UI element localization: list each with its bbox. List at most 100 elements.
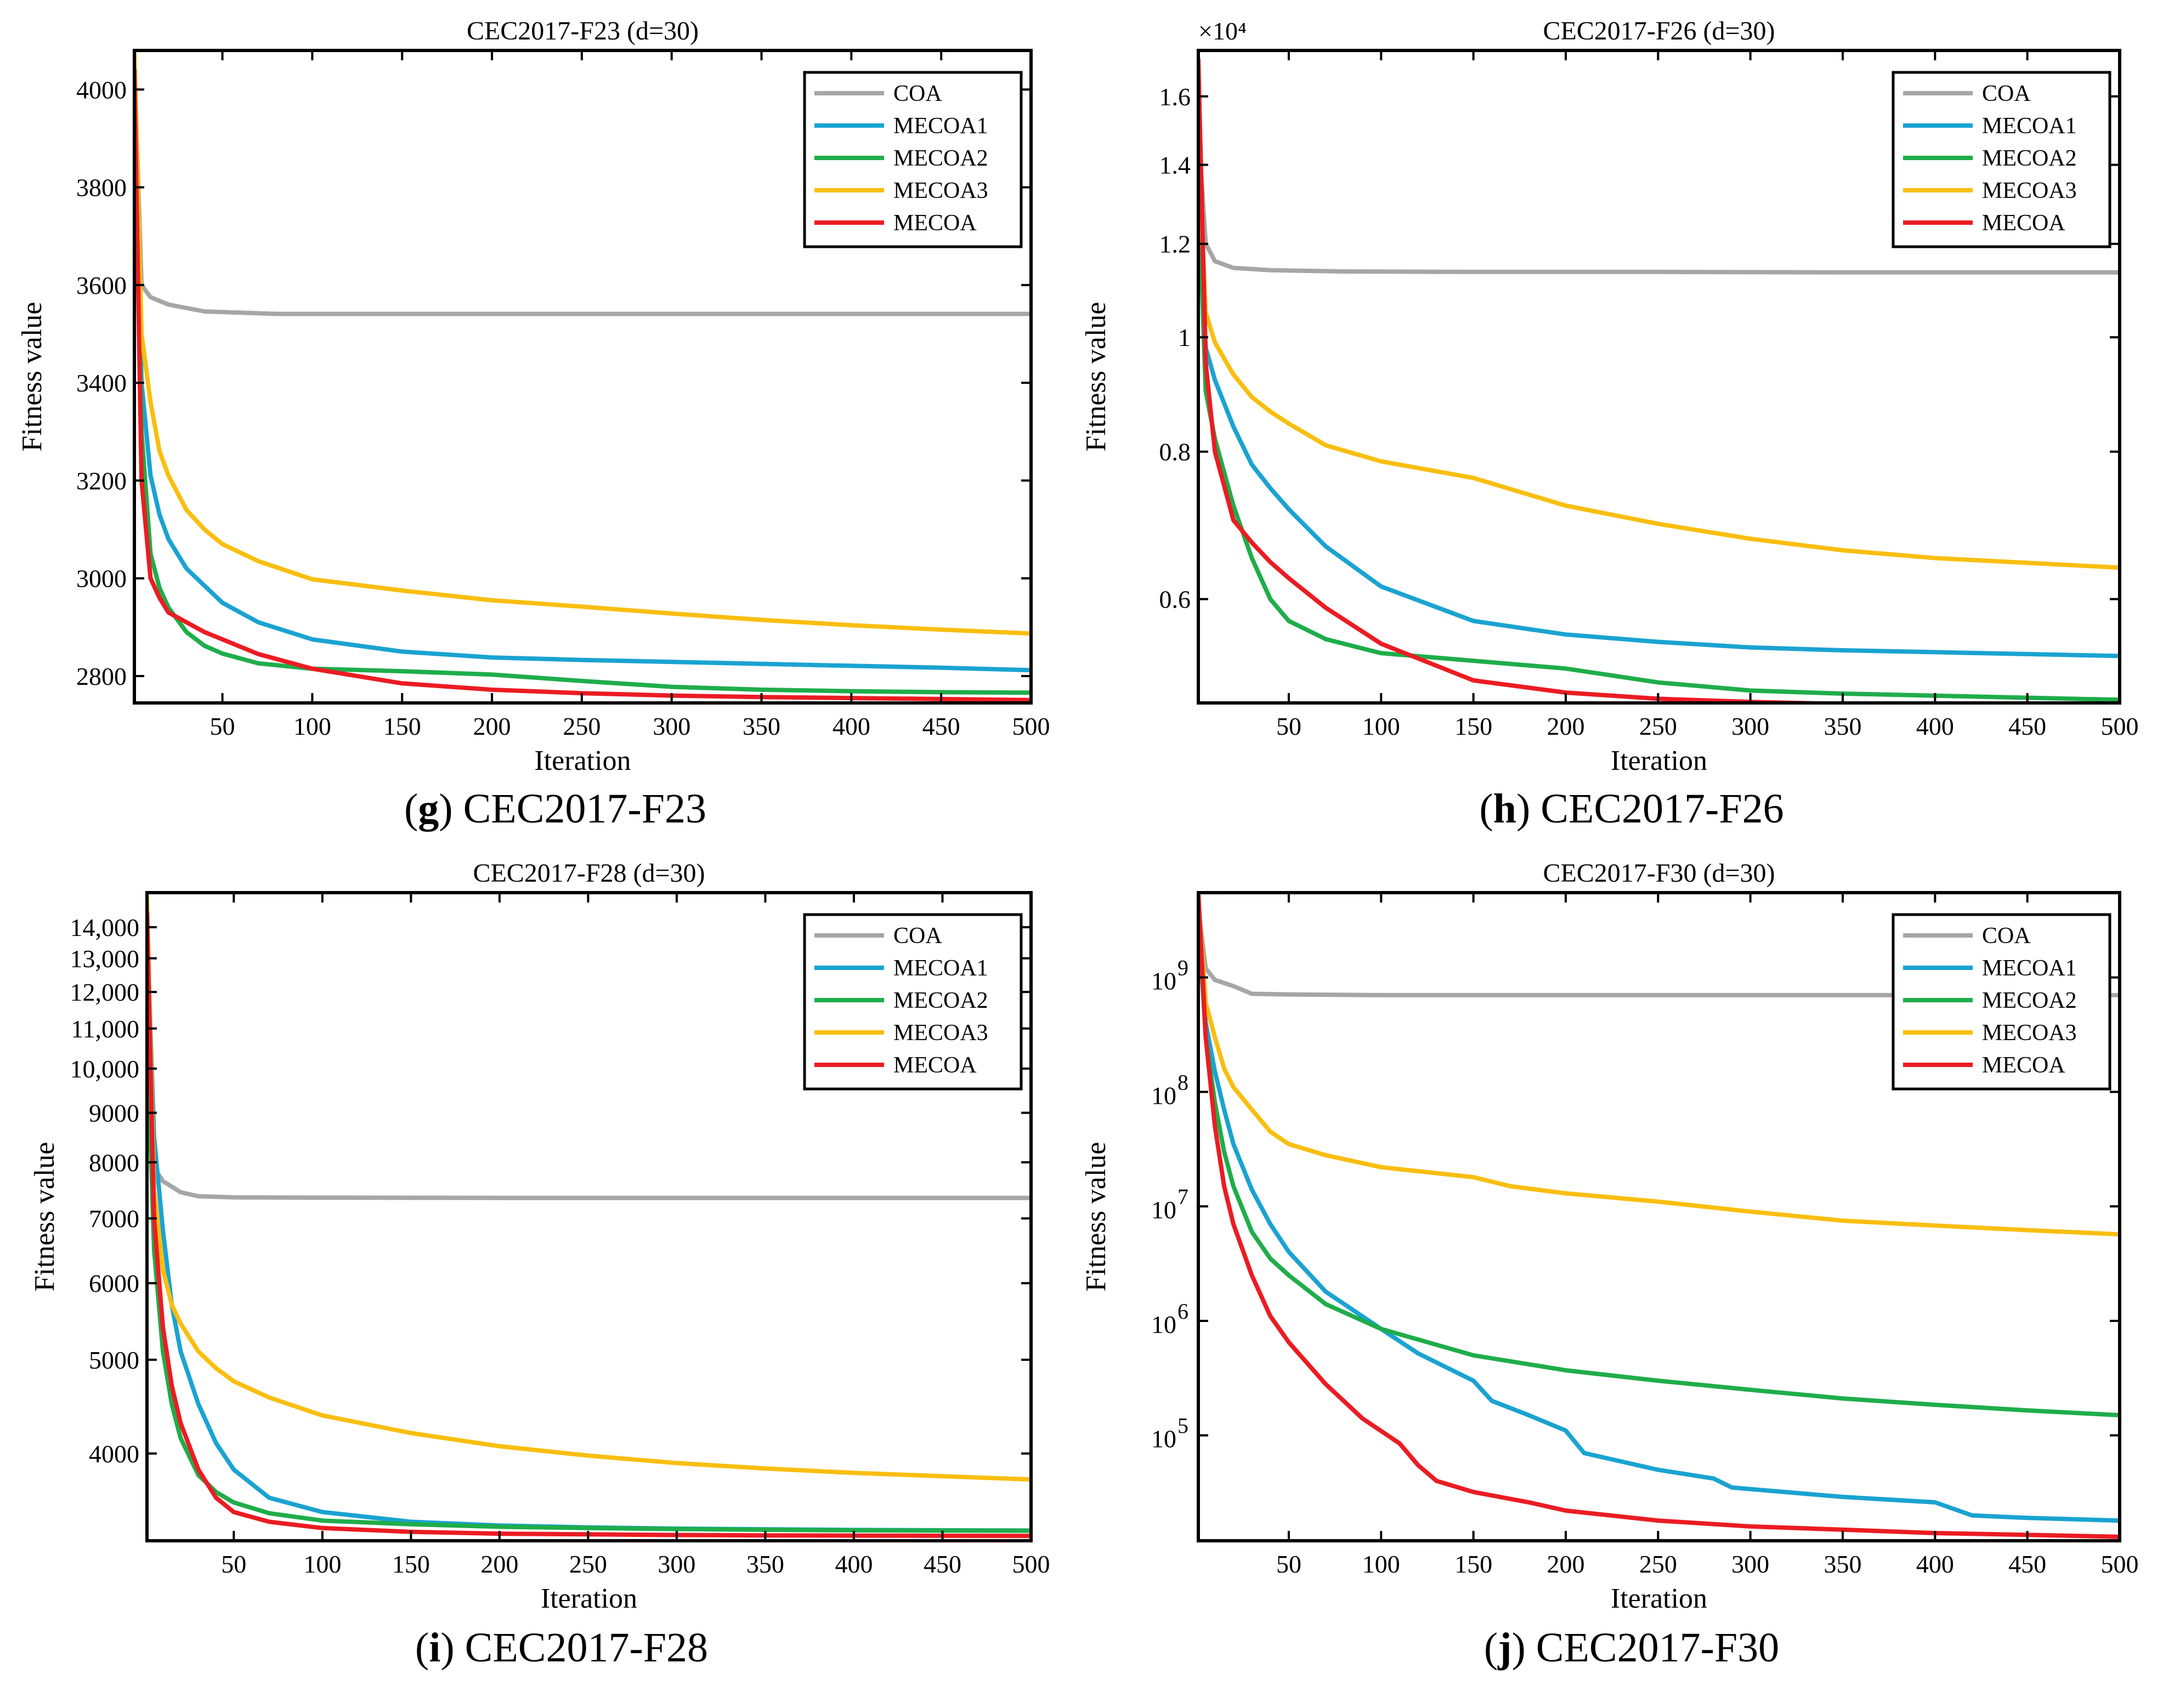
legend-label-mecoa3: MECOA3 xyxy=(1982,1020,2077,1046)
y-tick-label: 3200 xyxy=(76,467,127,495)
y-tick-exponent: 6 xyxy=(1177,1299,1188,1324)
y-tick-label: 3800 xyxy=(76,174,127,202)
x-tick-label: 350 xyxy=(1824,1550,1861,1578)
y-tick-exponent: 9 xyxy=(1177,956,1188,980)
series-line-mecoa2 xyxy=(1198,913,2120,1417)
x-tick-label: 450 xyxy=(924,1550,961,1578)
x-axis-label: Iteration xyxy=(534,745,631,776)
series-line-coa xyxy=(1198,906,2120,997)
y-tick-label: 3000 xyxy=(76,565,127,593)
x-tick-label: 350 xyxy=(746,1550,784,1578)
y-tick-label: 1 xyxy=(1178,324,1191,351)
x-tick-label: 200 xyxy=(1547,1550,1584,1578)
x-tick-label: 500 xyxy=(2101,712,2139,740)
series-line-mecoa2 xyxy=(147,1026,1031,1533)
y-tick-label: 6000 xyxy=(89,1269,139,1297)
chart-panel-3: 50 100 150 200 250 300 350 400 450 500 4000 5000 600… xyxy=(29,859,1050,1671)
chart-title: CEC2017-F23 (d=30) xyxy=(467,16,699,46)
y-tick-label: 10,000 xyxy=(70,1055,140,1083)
y-tick-exponent: 7 xyxy=(1177,1184,1188,1209)
series-line-mecoa3 xyxy=(1198,895,2120,1237)
x-tick-label: 200 xyxy=(473,712,511,740)
series-line-mecoa3 xyxy=(1198,144,2120,570)
x-tick-label: 500 xyxy=(1012,712,1050,740)
y-axis-label: Fitness value xyxy=(1080,302,1112,452)
x-tick-label: 350 xyxy=(743,712,780,740)
series-line-mecoa3 xyxy=(147,896,1031,1482)
chart-title: CEC2017-F28 (d=30) xyxy=(473,859,705,888)
legend-label-mecoa3: MECOA3 xyxy=(893,1020,988,1046)
series-line-mecoa xyxy=(1198,57,1945,703)
legend-label-coa: COA xyxy=(1982,81,2031,106)
x-tick-label: 300 xyxy=(658,1550,695,1578)
panel-caption: (i) CEC2017-F28 xyxy=(415,1625,708,1671)
series-line-mecoa xyxy=(147,910,1031,1539)
x-tick-label: 250 xyxy=(1639,1550,1677,1578)
legend: COA MECOA1 MECOA2 MECOA3 MECOA xyxy=(1892,71,2111,248)
y-tick-label: 4000 xyxy=(89,1440,139,1468)
panel-caption: (h) CEC2017-F26 xyxy=(1479,786,1783,832)
legend: COA MECOA1 MECOA2 MECOA3 MECOA xyxy=(803,71,1023,248)
chart-title: CEC2017-F26 (d=30) xyxy=(1543,16,1775,46)
x-tick-label: 300 xyxy=(653,712,690,740)
series-line-mecoa xyxy=(1198,893,2120,1539)
y-tick-exponent: 8 xyxy=(1177,1070,1188,1094)
axis-multiplier: ×10⁴ xyxy=(1198,17,1247,45)
x-tick-label: 250 xyxy=(569,1550,607,1578)
y-tick-label: 10 xyxy=(1151,1081,1176,1109)
y-axis-label: Fitness value xyxy=(16,302,48,452)
x-tick-label: 50 xyxy=(221,1550,246,1578)
x-tick-label: 100 xyxy=(1362,712,1400,740)
y-tick-label: 3400 xyxy=(76,369,127,397)
y-tick-label: 4000 xyxy=(76,76,127,104)
series-line-mecoa xyxy=(134,67,1031,702)
x-tick-label: 400 xyxy=(833,712,870,740)
x-tick-label: 400 xyxy=(835,1550,873,1578)
legend-label-mecoa2: MECOA2 xyxy=(1982,146,2077,171)
caption-letter: h xyxy=(1493,786,1516,832)
y-tick-label: 1.4 xyxy=(1159,151,1191,179)
x-tick-label: 50 xyxy=(210,712,235,740)
legend-label-coa: COA xyxy=(893,923,942,949)
x-tick-label: 100 xyxy=(303,1550,341,1578)
x-tick-label: 300 xyxy=(1731,712,1769,740)
x-tick-label: 150 xyxy=(1454,1550,1492,1578)
x-tick-label: 250 xyxy=(563,712,601,740)
x-tick-label: 450 xyxy=(2008,1550,2046,1578)
series-group xyxy=(1198,57,2120,703)
x-tick-label: 250 xyxy=(1639,712,1677,740)
y-tick-label: 9000 xyxy=(89,1099,139,1127)
x-tick-label: 50 xyxy=(1276,712,1301,740)
y-tick-label: 0.8 xyxy=(1159,438,1191,466)
series-line-mecoa1 xyxy=(1198,921,2120,1523)
legend-label-mecoa: MECOA xyxy=(893,1053,977,1078)
legend-label-mecoa1: MECOA1 xyxy=(893,114,988,139)
series-line-coa xyxy=(1198,127,2120,275)
series-line-mecoa2 xyxy=(134,111,1031,695)
legend-label-mecoa3: MECOA3 xyxy=(1982,178,2077,203)
legend-label-mecoa2: MECOA2 xyxy=(1982,988,2077,1013)
x-tick-label: 450 xyxy=(922,712,960,740)
legend-label-coa: COA xyxy=(1982,923,2031,949)
caption-letter: i xyxy=(429,1625,440,1671)
legend-label-mecoa: MECOA xyxy=(893,211,977,236)
y-axis-label: Fitness value xyxy=(1080,1142,1112,1292)
y-tick-label: 3600 xyxy=(76,271,127,299)
y-tick-label: 10 xyxy=(1151,1196,1176,1224)
x-tick-label: 150 xyxy=(1454,712,1492,740)
y-tick-label: 11,000 xyxy=(71,1015,139,1043)
caption-letter: g xyxy=(418,786,439,832)
series-line-mecoa1 xyxy=(134,87,1031,673)
legend-label-mecoa2: MECOA2 xyxy=(893,146,988,171)
x-axis-label: Iteration xyxy=(1611,1583,1707,1614)
x-tick-label: 50 xyxy=(1276,1550,1301,1578)
y-tick-label: 14,000 xyxy=(70,913,140,941)
x-tick-label: 400 xyxy=(1916,1550,1954,1578)
legend: COA MECOA1 MECOA2 MECOA3 MECOA xyxy=(1892,913,2111,1091)
y-tick-label: 8000 xyxy=(89,1149,139,1177)
x-tick-label: 400 xyxy=(1916,712,1954,740)
x-tick-label: 500 xyxy=(2101,1550,2139,1578)
x-axis-label: Iteration xyxy=(1611,745,1707,776)
x-tick-label: 200 xyxy=(480,1550,518,1578)
